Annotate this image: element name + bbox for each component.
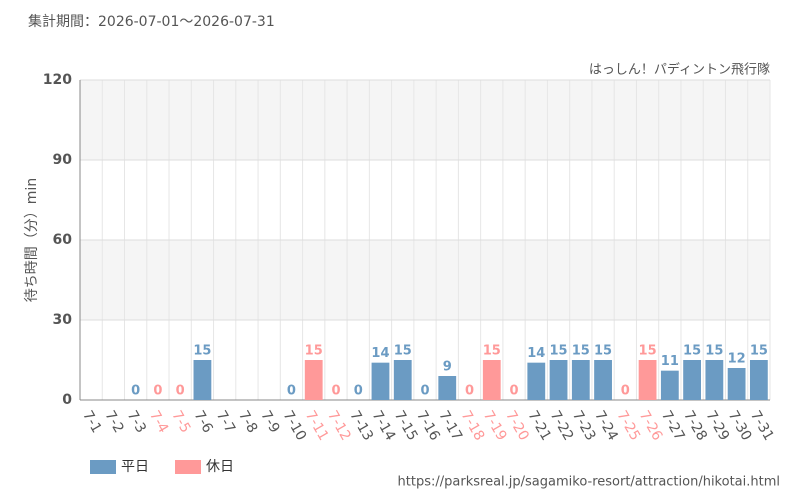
bar	[371, 362, 390, 400]
legend-swatch	[175, 460, 201, 474]
x-tick-label: 7-2	[101, 408, 126, 436]
bar	[683, 360, 701, 400]
data-label: 15	[683, 344, 701, 359]
legend-label: 休日	[206, 459, 234, 475]
bar	[638, 360, 657, 400]
bar	[549, 360, 568, 400]
data-label: 11	[661, 354, 679, 369]
source-url: https://parksreal.jp/sagamiko-resort/att…	[398, 475, 780, 490]
bar	[393, 360, 412, 400]
x-tick-label: 7-7	[213, 408, 238, 436]
data-label: 15	[305, 344, 323, 359]
grid-band	[80, 80, 770, 160]
data-label: 0	[354, 384, 363, 399]
data-label: 15	[550, 344, 568, 359]
y-axis-label: 待ち時間（分）min	[24, 178, 40, 302]
x-tick-label: 7-1	[79, 408, 104, 436]
y-tick-label: 90	[53, 152, 73, 168]
bar	[594, 360, 612, 400]
x-tick-label: 7-4	[146, 408, 171, 436]
bar	[571, 360, 590, 400]
bar	[193, 360, 212, 400]
y-tick-label: 0	[62, 392, 72, 408]
bar	[727, 368, 746, 400]
data-label: 12	[728, 352, 746, 367]
data-label: 15	[639, 344, 657, 359]
data-label: 9	[443, 360, 452, 375]
bar	[749, 360, 768, 400]
bar	[438, 376, 457, 400]
data-label: 14	[371, 346, 389, 361]
grid-band	[80, 240, 770, 320]
x-tick-label: 7-5	[168, 408, 193, 436]
x-tick-label: 7-31	[747, 408, 777, 444]
legend-label: 平日	[121, 459, 149, 475]
legend-swatch	[90, 460, 116, 474]
bar	[705, 360, 724, 400]
data-label: 15	[594, 344, 612, 359]
data-label: 0	[287, 384, 296, 399]
data-label: 0	[420, 384, 429, 399]
chart-title: 集計期間：2026-07-01～2026-07-31	[28, 13, 275, 30]
data-label: 15	[193, 344, 211, 359]
data-label: 0	[131, 384, 140, 399]
bar	[527, 362, 546, 400]
data-label: 0	[621, 384, 630, 399]
y-tick-label: 60	[53, 232, 73, 248]
x-tick-label: 7-6	[190, 408, 215, 436]
data-label: 0	[331, 384, 340, 399]
data-label: 14	[527, 346, 545, 361]
bar	[660, 370, 679, 400]
bar	[482, 360, 501, 400]
y-tick-label: 30	[53, 312, 73, 328]
x-tick-label: 7-8	[235, 408, 260, 436]
data-label: 0	[465, 384, 474, 399]
x-tick-label: 7-3	[124, 408, 149, 436]
data-label: 15	[483, 344, 501, 359]
data-label: 15	[750, 344, 768, 359]
data-label: 0	[176, 384, 185, 399]
data-label: 15	[572, 344, 590, 359]
x-tick-label: 7-9	[257, 408, 282, 436]
data-label: 15	[394, 344, 412, 359]
data-label: 0	[153, 384, 162, 399]
y-tick-label: 120	[43, 72, 72, 88]
bar	[304, 360, 323, 400]
data-label: 15	[705, 344, 723, 359]
data-label: 0	[510, 384, 519, 399]
chart-subtitle: はっしん！パディントン飛行隊	[589, 62, 770, 78]
